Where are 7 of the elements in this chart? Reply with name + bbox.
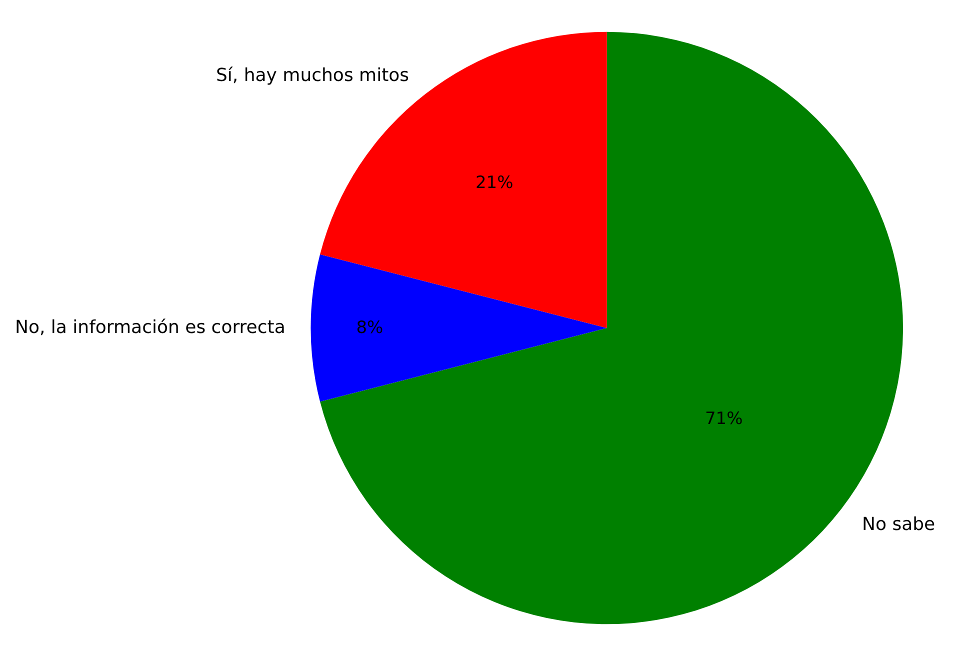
slice-label: No, la información es correcta [15,317,286,338]
slice-label: No sabe [862,514,936,535]
pie-slice [310,254,607,402]
data-label: 21% [475,172,514,193]
data-label: 71% [704,408,743,429]
slice-label: Sí, hay muchos mitos [216,65,410,86]
data-label: 8% [356,318,384,338]
